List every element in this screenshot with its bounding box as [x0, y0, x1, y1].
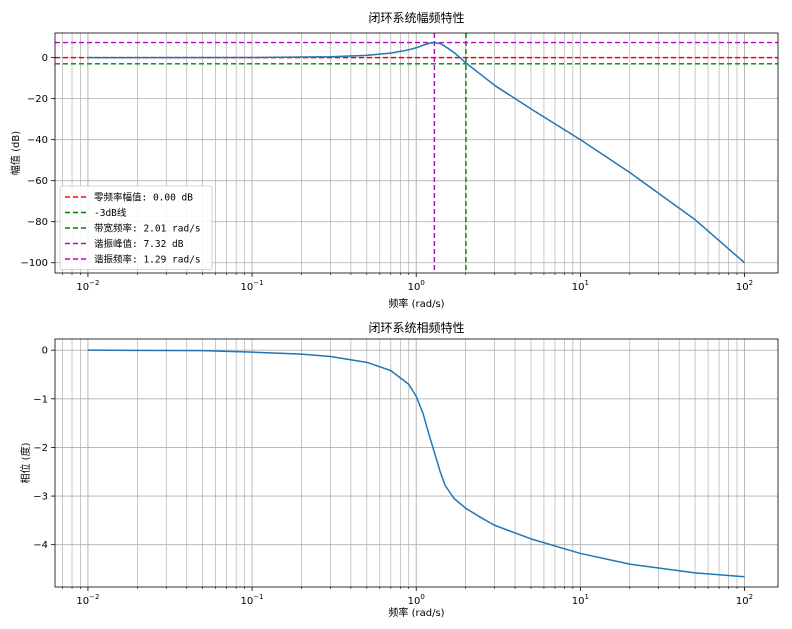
chart-title: 闭环系统相频特性: [368, 320, 464, 335]
grid: [55, 339, 778, 587]
chart-panel-1: 10−2 10−1 100 101 102 0 −20 −40 −60 −80 −100 闭环系统幅频…: [9, 10, 779, 310]
y-axis-label: 相位 (度): [19, 442, 32, 483]
y-tick-label: −40: [27, 135, 48, 146]
legend-frame: [59, 185, 213, 270]
x-tick-label: 10−2: [76, 279, 99, 293]
legend-label: 零频率幅值: 0.00 dB: [94, 192, 193, 204]
x-axis-label: 频率 (rad/s): [388, 297, 444, 310]
legend-label: 谐振频率: 1.29 rad/s: [94, 254, 201, 266]
y-tick-label: −80: [27, 217, 48, 228]
y-tick-label: −20: [27, 94, 48, 105]
y-tick-label: −2: [33, 443, 48, 454]
legend-label: 谐振峰值: 7.32 dB: [94, 238, 184, 250]
series-line: [87, 349, 745, 578]
legend-label: -3dB线: [94, 207, 127, 219]
y-tick-label: −4: [33, 540, 48, 551]
y-tick-label: −1: [33, 394, 48, 405]
x-tick-label: 101: [572, 279, 589, 293]
x-tick-label: 10−1: [241, 593, 264, 607]
x-tick-label: 100: [408, 593, 425, 607]
axes-frame: [54, 32, 779, 274]
y-axis-label: 幅值 (dB): [9, 131, 22, 175]
y-tick-label: 0: [42, 346, 48, 357]
x-tick-label: 10−2: [76, 593, 99, 607]
axes-frame: [54, 338, 779, 588]
chart-title: 闭环系统幅频特性: [368, 10, 464, 25]
x-axis-label: 频率 (rad/s): [388, 606, 444, 619]
y-tick-label: −100: [21, 258, 48, 269]
series-line: [87, 41, 745, 264]
y-tick-label: 0: [42, 53, 48, 64]
x-tick-label: 10−1: [241, 279, 264, 293]
x-tick-label: 102: [736, 279, 753, 293]
legend-label: 带宽频率: 2.01 rad/s: [94, 223, 201, 235]
x-tick-label: 102: [736, 593, 753, 607]
y-tick-label: −3: [33, 492, 48, 503]
x-tick-label: 101: [572, 593, 589, 607]
y-tick-label: −60: [27, 176, 48, 187]
x-tick-label: 100: [408, 279, 425, 293]
